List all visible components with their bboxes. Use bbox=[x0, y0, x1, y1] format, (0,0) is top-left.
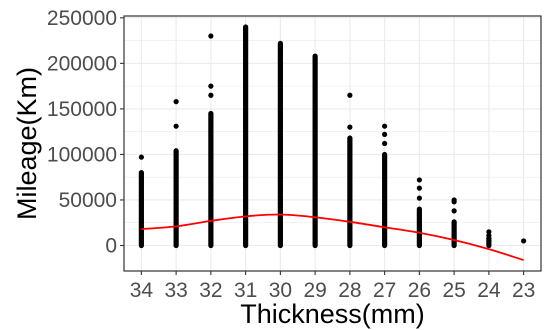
y-tick-label: 0 bbox=[105, 235, 117, 258]
x-tick-label: 33 bbox=[164, 279, 187, 302]
data-point bbox=[347, 124, 353, 130]
x-tick-label: 24 bbox=[477, 279, 501, 302]
point-cluster bbox=[416, 206, 422, 249]
x-axis-title: Thickness(mm) bbox=[240, 299, 425, 329]
y-tick-label: 50000 bbox=[59, 189, 117, 212]
y-axis-ticks: 0 50000 100000 150000 200000 250000 bbox=[47, 7, 124, 258]
data-point bbox=[173, 123, 179, 129]
x-tick-label: 34 bbox=[130, 279, 154, 302]
data-points bbox=[138, 24, 527, 249]
trend-line-group bbox=[141, 213, 524, 261]
x-tick-label: 28 bbox=[338, 279, 361, 302]
y-tick-label: 200000 bbox=[47, 52, 117, 75]
data-point bbox=[486, 229, 492, 235]
data-point bbox=[382, 140, 388, 147]
point-cluster bbox=[521, 238, 527, 244]
x-tick-label: 29 bbox=[303, 279, 326, 302]
data-point bbox=[451, 197, 457, 203]
x-tick-label: 25 bbox=[442, 279, 465, 302]
grid-lines bbox=[124, 16, 541, 271]
point-cluster bbox=[208, 110, 214, 249]
x-tick-label: 30 bbox=[269, 279, 292, 302]
point-cluster bbox=[312, 53, 318, 249]
point-cluster bbox=[138, 170, 144, 249]
data-point bbox=[382, 123, 388, 129]
x-tick-label: 26 bbox=[408, 279, 431, 302]
trend-line bbox=[141, 213, 524, 261]
data-point bbox=[382, 131, 388, 137]
x-tick-label: 23 bbox=[512, 279, 535, 302]
y-tick-label: 150000 bbox=[47, 98, 117, 121]
y-tick-label: 250000 bbox=[47, 7, 117, 30]
data-point bbox=[486, 232, 492, 239]
data-point bbox=[416, 195, 422, 201]
x-tick-label: 31 bbox=[234, 279, 257, 302]
point-cluster bbox=[277, 40, 283, 249]
x-axis-ticks: 34 33 32 31 30 29 28 27 26 25 24 23 bbox=[130, 271, 535, 302]
panel-border bbox=[123, 15, 542, 272]
data-point bbox=[208, 83, 214, 89]
y-tick-label: 100000 bbox=[47, 143, 117, 166]
data-point bbox=[208, 33, 214, 39]
data-point bbox=[347, 92, 353, 98]
data-point bbox=[138, 154, 144, 160]
point-cluster bbox=[243, 24, 249, 249]
data-point bbox=[208, 92, 214, 98]
data-point bbox=[416, 177, 422, 183]
point-cluster bbox=[347, 135, 353, 249]
data-point bbox=[451, 208, 457, 214]
x-tick-label: 27 bbox=[373, 279, 396, 302]
data-point bbox=[416, 185, 422, 191]
point-cluster bbox=[382, 151, 388, 249]
point-cluster bbox=[486, 235, 492, 249]
point-cluster bbox=[451, 219, 457, 249]
x-tick-label: 32 bbox=[199, 279, 222, 302]
data-point bbox=[173, 99, 179, 105]
y-axis-title: Mileage(Km) bbox=[12, 67, 42, 220]
point-cluster bbox=[173, 148, 179, 249]
